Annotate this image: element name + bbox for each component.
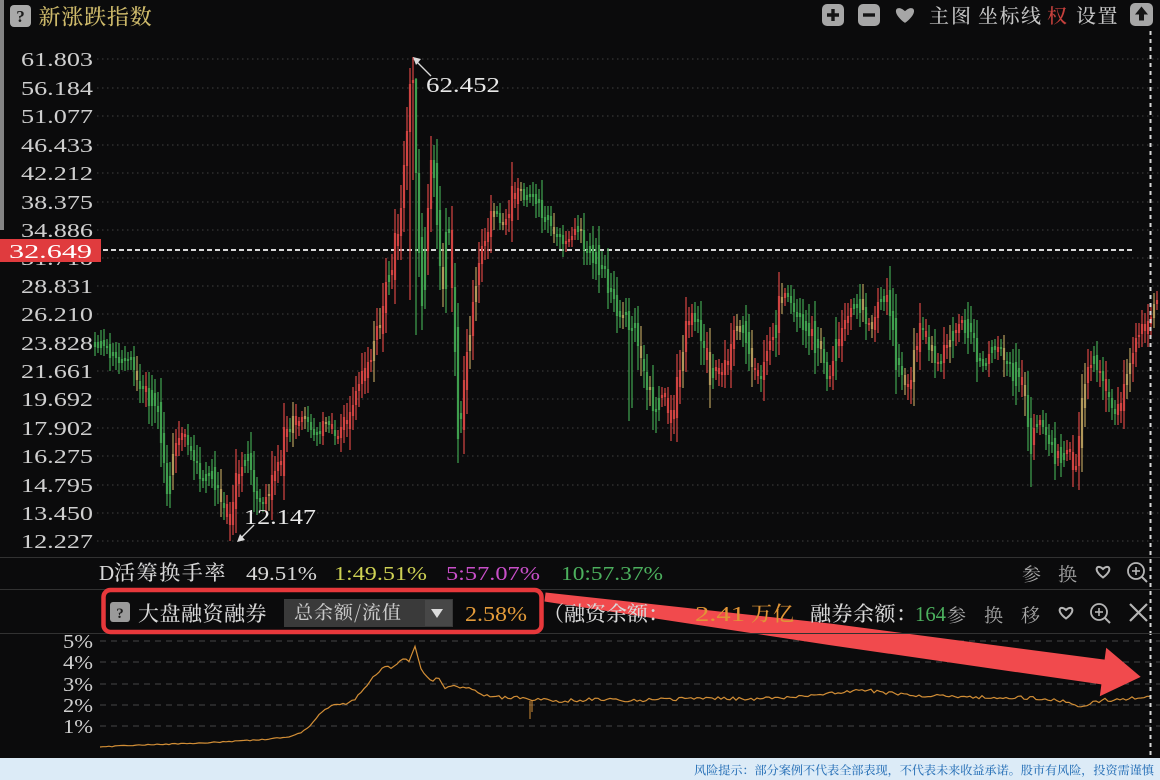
svg-text:5%: 5% [63, 631, 93, 653]
svg-text:49.51%: 49.51% [246, 563, 317, 585]
svg-text:17.902: 17.902 [21, 418, 93, 440]
svg-text:34.886: 34.886 [21, 220, 93, 242]
svg-text:13.450: 13.450 [21, 503, 93, 525]
svg-text:?: ? [116, 606, 124, 622]
svg-text:2.41: 2.41 [695, 602, 745, 626]
svg-text:5:57.07%: 5:57.07% [446, 563, 540, 585]
svg-text:1%: 1% [63, 716, 93, 738]
svg-text:2.58%: 2.58% [465, 602, 527, 626]
svg-text:56.184: 56.184 [21, 78, 93, 100]
svg-text:1:49.51%: 1:49.51% [334, 563, 427, 585]
svg-text:12.227: 12.227 [21, 531, 93, 553]
svg-text:164: 164 [915, 602, 946, 626]
svg-text:32.649: 32.649 [9, 241, 92, 263]
svg-text:51.077: 51.077 [21, 106, 93, 128]
svg-text:38.375: 38.375 [21, 192, 93, 214]
svg-text:16.275: 16.275 [21, 446, 93, 468]
svg-text:10:57.37%: 10:57.37% [561, 563, 663, 585]
svg-text:46.433: 46.433 [21, 135, 93, 157]
svg-text:14.795: 14.795 [21, 475, 93, 497]
svg-text:26.210: 26.210 [21, 304, 93, 326]
svg-text:23.828: 23.828 [21, 333, 93, 355]
svg-text:D: D [99, 561, 114, 585]
svg-text:61.803: 61.803 [21, 49, 93, 71]
svg-text:21.661: 21.661 [21, 361, 93, 383]
svg-text:3%: 3% [63, 674, 93, 696]
svg-text:2%: 2% [63, 695, 93, 717]
svg-text:42.212: 42.212 [21, 163, 93, 185]
svg-text:28.831: 28.831 [21, 276, 93, 298]
svg-text:19.692: 19.692 [21, 389, 93, 411]
svg-text:4%: 4% [63, 652, 93, 674]
svg-text:?: ? [16, 7, 25, 26]
svg-text:62.452: 62.452 [426, 73, 500, 97]
svg-text:12.147: 12.147 [244, 505, 316, 529]
